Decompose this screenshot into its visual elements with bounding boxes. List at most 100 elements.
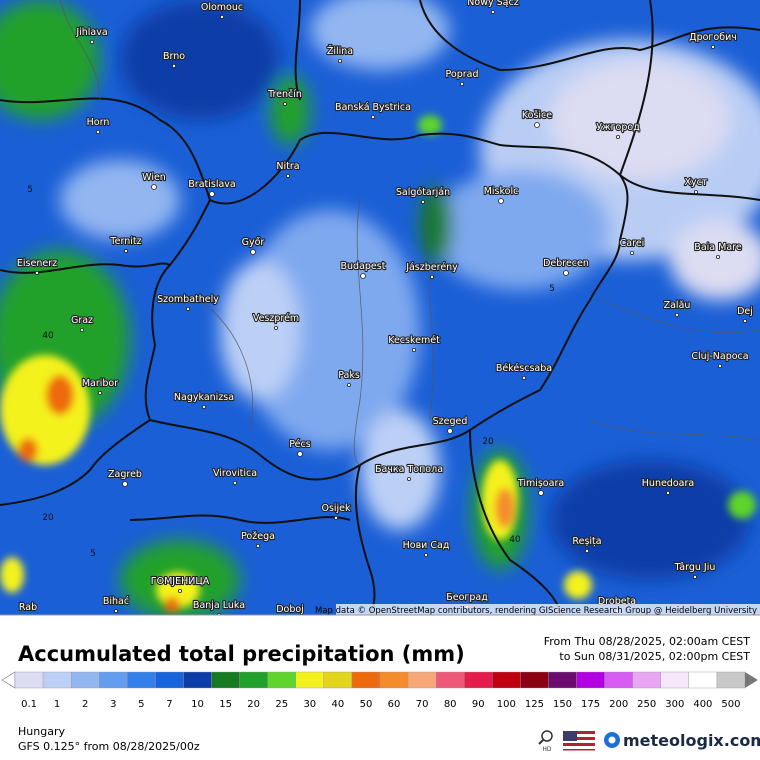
legend-swatch (688, 671, 718, 689)
legend-swatch (435, 671, 465, 689)
search-icon[interactable]: HD (538, 730, 553, 753)
city-dot (90, 40, 95, 45)
brand[interactable]: meteologix.com (623, 731, 760, 750)
city-dot (232, 480, 237, 485)
city-dot (585, 549, 590, 554)
city-dot (498, 198, 504, 204)
city-label: Reșița (572, 536, 601, 547)
city-label: Ужгород (596, 122, 640, 133)
contour-label: 5 (549, 284, 555, 294)
legend-swatch (548, 671, 577, 689)
contour-label: 20 (482, 437, 494, 447)
city-dot (35, 270, 40, 275)
city-dot (337, 59, 342, 64)
city-label: Osijek (321, 503, 351, 514)
legend-swatch (492, 671, 521, 689)
city-dot (297, 451, 303, 457)
time-to: to Sun 08/31/2025, 02:00pm CEST (559, 650, 750, 663)
city-label: Szeged (433, 416, 468, 427)
city-dot (563, 270, 569, 276)
city-label: Hunedoara (642, 478, 694, 489)
city-dot (534, 122, 540, 128)
legend-swatch (604, 671, 633, 689)
legend-label: 70 (416, 699, 429, 710)
city-label: Београд (446, 592, 488, 603)
legend-label: 125 (525, 699, 544, 710)
city-label: Maribor (82, 378, 118, 389)
city-label: Bratislava (188, 179, 235, 190)
city-label: Нови Сад (403, 540, 450, 551)
legend-swatch (155, 671, 184, 689)
city-label: Dej (737, 306, 753, 317)
city-dot (98, 390, 103, 395)
legend-swatch (576, 671, 605, 689)
city-dot (743, 318, 748, 323)
city-dot (171, 64, 176, 69)
legend-swatch (267, 671, 296, 689)
city-dot (80, 327, 85, 332)
city-dot (185, 306, 190, 311)
legend-label: 10 (191, 699, 204, 710)
city-label: Бачка Топола (375, 464, 443, 475)
city-label: Paks (338, 370, 360, 381)
city-label: Хуст (685, 177, 708, 188)
legend-swatch (379, 671, 409, 689)
legend-swatch (42, 671, 72, 689)
city-label: Horn (87, 117, 110, 128)
city-label: Žilina (327, 45, 353, 57)
city-label: Banja Luka (193, 600, 245, 611)
city-dot (26, 615, 29, 618)
city-dot (718, 363, 723, 368)
city-dot (666, 490, 671, 495)
city-label: Debrecen (543, 258, 589, 269)
city-dot (177, 589, 182, 594)
legend-label: 500 (721, 699, 740, 710)
region: Hungary (18, 725, 65, 738)
legend-label: 250 (637, 699, 656, 710)
city-label: Jihlava (75, 27, 107, 38)
city-dot (96, 129, 101, 134)
city-dot (711, 45, 716, 50)
city-label: Baia Mare (694, 242, 742, 253)
legend-swatch (14, 671, 44, 689)
city-label: Rab (19, 602, 37, 613)
city-label: Cluj-Napoca (691, 351, 748, 362)
contour-label: 5 (90, 549, 96, 559)
flag-icon[interactable] (563, 731, 595, 751)
city-label: Győr (242, 237, 265, 248)
legend-label: 20 (247, 699, 260, 710)
legend-swatch (632, 671, 661, 689)
legend-arrow-right (745, 672, 758, 688)
city-dot (122, 481, 128, 487)
city-label: Košice (522, 110, 552, 121)
city-dot (285, 173, 290, 178)
city-dot (201, 404, 206, 409)
city-dot (616, 134, 621, 139)
city-label: Zalău (664, 300, 691, 311)
legend-swatch (407, 671, 437, 689)
city-dot (522, 375, 527, 380)
city-label: Ternitz (109, 236, 141, 247)
city-dot (538, 490, 544, 496)
svg-text:HD: HD (542, 746, 552, 753)
city-label: Wien (142, 172, 166, 183)
contour-label: 5 (27, 185, 33, 195)
city-dot (716, 254, 721, 259)
legend-swatch (464, 671, 493, 689)
legend-arrow-left (1, 671, 16, 689)
city-dot (360, 273, 366, 279)
city-label: Târgu Jiu (674, 562, 716, 573)
city-label: Veszprém (253, 313, 299, 324)
city-label: Doboj (276, 604, 304, 615)
color-legend: 0.1 1 2 3 5 7 10 15 20 25 30 40 50 60 70 80 90 100 125 150 1… (1, 671, 758, 710)
legend-label: 175 (581, 699, 600, 710)
city-dot (124, 248, 129, 253)
city-label: Timișoara (517, 478, 564, 489)
city-dot (406, 476, 411, 481)
city-label: Salgótarján (396, 187, 450, 198)
city-label: Zagreb (108, 469, 142, 480)
city-label: Békéscsaba (496, 363, 552, 374)
city-dot (411, 347, 416, 352)
city-label: Brno (163, 51, 185, 62)
